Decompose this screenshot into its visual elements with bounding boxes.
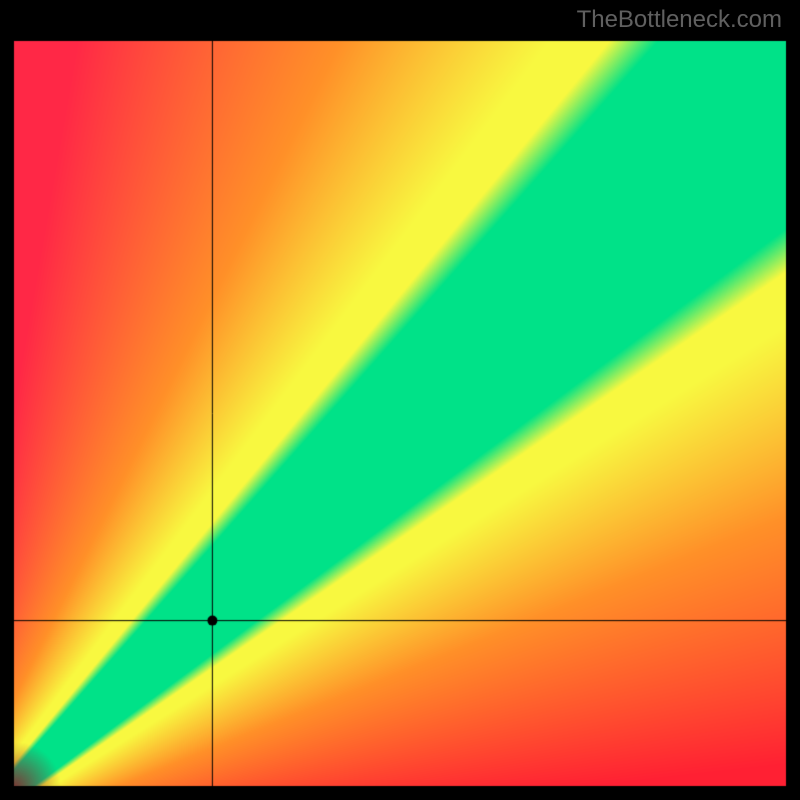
watermark-text: TheBottleneck.com — [577, 6, 782, 34]
chart-container: TheBottleneck.com — [0, 0, 800, 800]
heatmap-canvas — [0, 0, 800, 800]
